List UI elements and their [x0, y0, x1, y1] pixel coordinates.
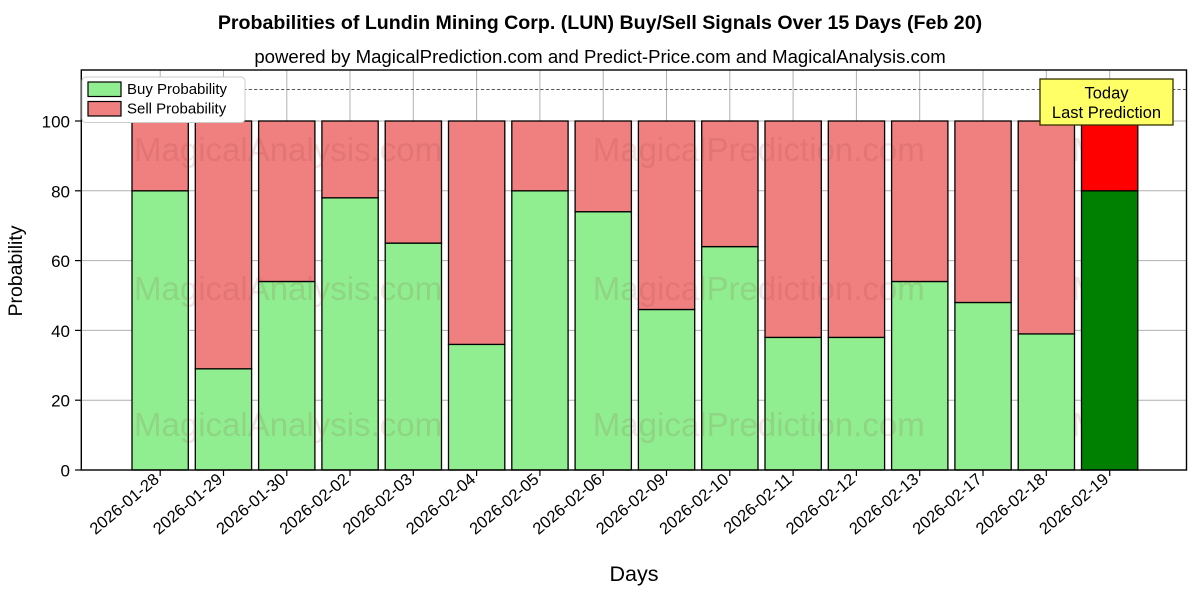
- svg-text:2026-02-05: 2026-02-05: [466, 470, 542, 538]
- svg-text:2026-02-12: 2026-02-12: [783, 470, 859, 538]
- svg-text:2026-02-06: 2026-02-06: [530, 470, 606, 538]
- svg-text:2026-02-02: 2026-02-02: [276, 470, 352, 538]
- svg-text:2026-02-18: 2026-02-18: [973, 470, 1049, 538]
- svg-text:40: 40: [51, 322, 70, 341]
- svg-text:100: 100: [42, 113, 70, 132]
- svg-text:2026-02-04: 2026-02-04: [403, 470, 479, 538]
- svg-text:Buy Probability: Buy Probability: [127, 81, 228, 98]
- svg-text:2026-02-17: 2026-02-17: [909, 470, 985, 538]
- svg-text:2026-01-30: 2026-01-30: [213, 470, 289, 538]
- svg-text:2026-02-03: 2026-02-03: [340, 470, 416, 538]
- svg-text:MagicalAnalysis.com: MagicalAnalysis.com: [134, 270, 442, 307]
- svg-text:MagicalPrediction.com: MagicalPrediction.com: [593, 270, 925, 307]
- svg-text:20: 20: [51, 392, 70, 411]
- svg-text:MagicalAnalysis.com: MagicalAnalysis.com: [134, 406, 442, 443]
- svg-text:Today: Today: [1084, 85, 1129, 103]
- svg-text:60: 60: [51, 252, 70, 271]
- svg-text:2026-02-09: 2026-02-09: [593, 470, 669, 538]
- svg-text:MagicalPrediction.com: MagicalPrediction.com: [593, 406, 925, 443]
- svg-text:2026-01-28: 2026-01-28: [87, 470, 163, 538]
- svg-text:2026-02-10: 2026-02-10: [656, 470, 732, 538]
- svg-text:Probability: Probability: [5, 225, 27, 316]
- svg-text:2026-01-29: 2026-01-29: [150, 470, 226, 538]
- svg-text:80: 80: [51, 182, 70, 201]
- svg-text:0: 0: [61, 462, 70, 481]
- svg-text:Last Prediction: Last Prediction: [1052, 104, 1161, 122]
- svg-text:MagicalPrediction.com: MagicalPrediction.com: [593, 131, 925, 168]
- svg-text:Days: Days: [610, 562, 659, 586]
- svg-text:MagicalAnalysis.com: MagicalAnalysis.com: [134, 131, 442, 168]
- svg-text:2026-02-13: 2026-02-13: [846, 470, 922, 538]
- svg-text:Sell Probability: Sell Probability: [127, 101, 227, 118]
- svg-text:2026-02-19: 2026-02-19: [1036, 470, 1112, 538]
